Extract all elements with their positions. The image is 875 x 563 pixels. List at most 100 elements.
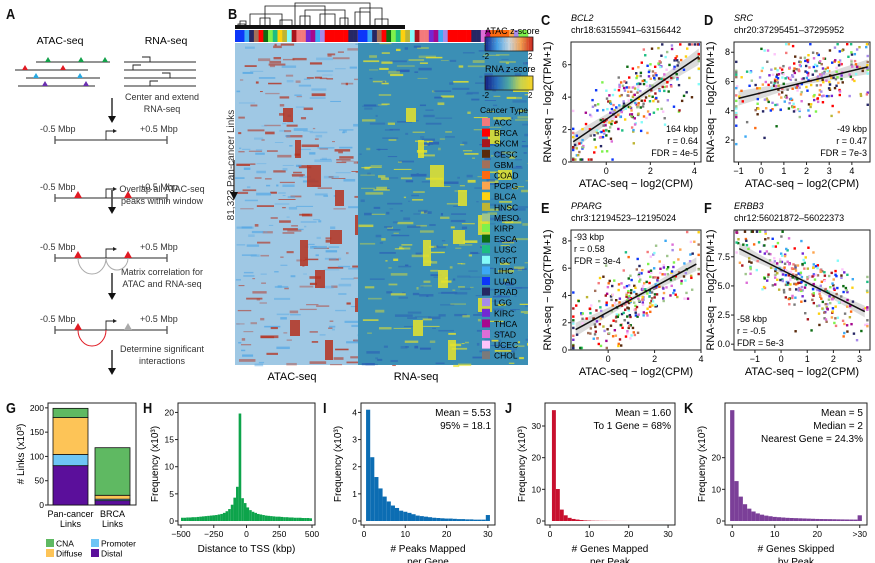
data-point	[608, 121, 611, 124]
scale-gradient-cell	[498, 37, 500, 51]
heatmap-cell-band	[446, 203, 460, 205]
data-point	[609, 101, 612, 104]
heatmap-cell-band	[386, 291, 393, 294]
legend-label-thca: THCA	[494, 319, 517, 329]
panel-label-c: C	[541, 12, 551, 29]
data-point	[593, 134, 596, 137]
data-point	[813, 63, 817, 67]
x-category-label: BRCA	[100, 509, 125, 519]
data-point	[653, 65, 657, 68]
heatmap-cell-band	[315, 254, 319, 257]
heatmap-cell-band	[421, 285, 424, 288]
heatmap-cell-band	[309, 62, 323, 65]
data-point	[839, 62, 842, 65]
scale-gradient-cell	[522, 37, 524, 51]
heatmap-cell-band	[293, 171, 302, 174]
data-point	[776, 272, 779, 275]
data-point	[602, 120, 606, 124]
bar-segment-distal	[94, 500, 131, 506]
heatmap-cell-band	[296, 259, 303, 262]
data-point	[819, 268, 822, 272]
data-point	[818, 93, 821, 97]
data-point	[866, 60, 869, 64]
data-point	[648, 94, 651, 98]
heatmap-cell-band	[238, 102, 255, 104]
window-right-label: +0.5 Mbp	[140, 242, 178, 252]
heatmap-cell-band	[320, 285, 334, 289]
data-point	[815, 64, 819, 68]
data-point	[679, 248, 682, 251]
heatmap-cell-band	[269, 60, 282, 64]
data-point	[747, 257, 751, 260]
heatmap-cell-band	[519, 303, 528, 305]
heatmap-cell-band	[476, 342, 480, 346]
data-point	[809, 83, 813, 87]
data-point	[654, 276, 657, 279]
heatmap-cell-band	[358, 224, 374, 228]
cancer-type-cell	[343, 30, 349, 42]
y-axis-label: Frequency (x10³)	[697, 426, 708, 502]
data-point	[735, 99, 738, 103]
data-point	[779, 252, 783, 255]
data-point	[632, 142, 635, 145]
bar-segment-promoter	[52, 454, 89, 467]
heatmap-cell-band	[511, 187, 519, 190]
heatmap-high-block	[418, 140, 424, 158]
data-point	[653, 76, 656, 80]
plot-frame	[544, 402, 676, 526]
heatmap-cell-band	[346, 361, 361, 364]
histogram-bar	[840, 519, 845, 521]
cancer-type-cell	[461, 30, 467, 42]
data-point	[796, 84, 799, 87]
cancer-type-cell	[239, 30, 245, 42]
data-point	[656, 279, 659, 282]
legend-swatch-stad	[482, 330, 490, 338]
data-point	[572, 307, 575, 310]
data-point	[620, 304, 624, 307]
data-point	[834, 305, 837, 308]
data-point	[663, 123, 667, 126]
heatmap-cell-band	[266, 184, 271, 187]
x-tick-label: −1	[733, 166, 743, 176]
data-point	[629, 291, 633, 295]
data-point	[806, 277, 809, 281]
data-point	[770, 261, 773, 264]
heatmap-cell-band	[401, 244, 413, 246]
data-point	[654, 283, 657, 286]
data-point	[783, 100, 786, 103]
data-point	[823, 317, 826, 320]
scale-border	[484, 36, 534, 52]
heatmap-cell-band	[237, 191, 249, 195]
heatmap-cell-band	[403, 217, 411, 221]
data-point	[832, 76, 835, 79]
dendrogram-branch	[294, 2, 371, 28]
data-point	[673, 59, 676, 62]
heatmap-cell-band	[309, 331, 318, 333]
heatmap-cell-band	[314, 138, 319, 140]
data-point	[794, 109, 797, 112]
histogram-bar	[823, 519, 828, 521]
data-point	[605, 150, 609, 153]
y-tick-label: 10	[165, 462, 175, 472]
heatmap-cell-band	[485, 300, 502, 302]
heatmap-cell-band	[501, 58, 509, 60]
cancer-type-cell	[249, 30, 255, 42]
heatmap-cell-band	[501, 151, 515, 154]
stat-annotation: -93 kbp	[574, 232, 604, 242]
heatmap-cell-band	[378, 327, 392, 330]
data-point	[630, 334, 633, 337]
data-point	[777, 84, 780, 87]
heatmap-cell-band	[500, 244, 510, 247]
data-point	[627, 307, 630, 310]
data-point	[572, 291, 575, 294]
heatmap-cell-band	[300, 117, 307, 120]
histogram-bar	[309, 518, 312, 521]
heatmap-cell-band	[364, 212, 372, 216]
data-point	[624, 308, 627, 311]
data-point	[598, 322, 602, 326]
heatmap-cell-band	[250, 70, 264, 73]
data-point	[668, 63, 671, 67]
heatmap-cell-band	[296, 96, 303, 98]
data-point	[834, 317, 837, 320]
data-point	[771, 73, 775, 77]
